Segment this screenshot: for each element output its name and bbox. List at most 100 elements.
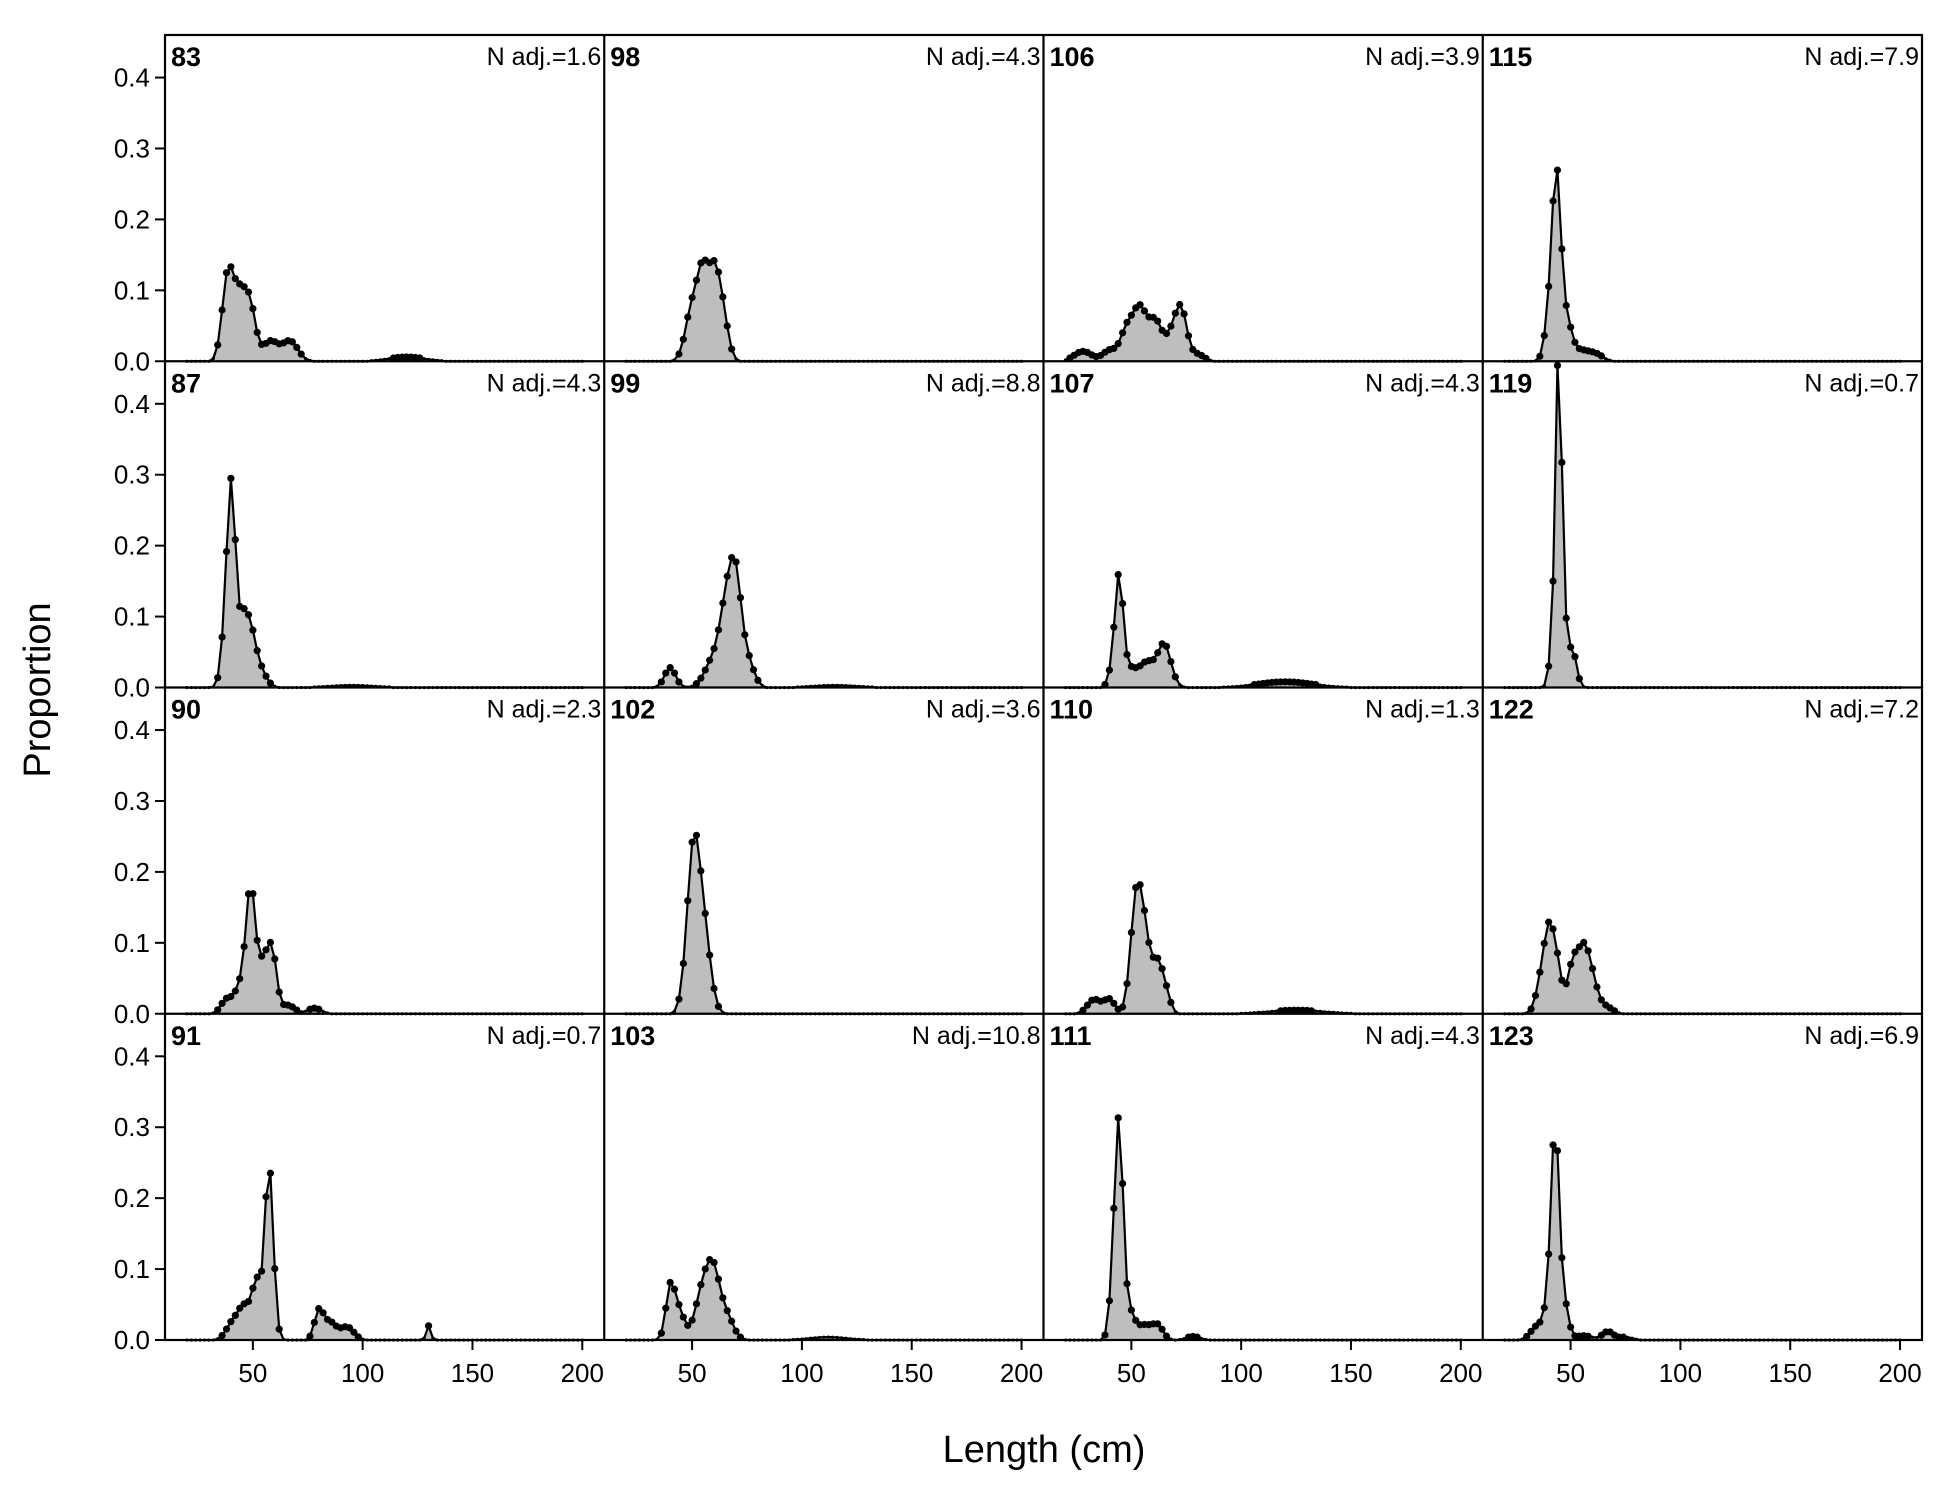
data-point — [218, 306, 226, 314]
panel-title: 119 — [1489, 368, 1533, 398]
data-point — [1549, 925, 1557, 933]
data-point — [714, 268, 723, 276]
data-point — [299, 1010, 303, 1014]
data-point — [218, 999, 226, 1007]
data-point — [728, 1317, 736, 1325]
data-point — [1626, 1335, 1630, 1339]
data-point — [236, 975, 244, 983]
panel-area — [1065, 574, 1461, 688]
data-point — [662, 1304, 670, 1312]
data-point — [1162, 642, 1171, 650]
panel-title: 90 — [171, 695, 201, 725]
data-point — [1562, 301, 1570, 310]
data-point — [710, 257, 718, 265]
panel-91: 91 N adj.=0.7 — [171, 1021, 601, 1342]
panel-n-adj: N adj.=0.7 — [1804, 369, 1919, 397]
data-point — [1154, 1320, 1162, 1328]
data-point — [258, 952, 266, 960]
data-point — [1136, 881, 1144, 889]
data-point — [258, 662, 266, 670]
data-point — [1523, 1332, 1531, 1341]
data-point — [1597, 996, 1605, 1004]
panel-n-adj: N adj.=8.8 — [926, 369, 1041, 397]
data-point — [732, 1327, 740, 1335]
x-tick-label: 100 — [1659, 1358, 1702, 1388]
data-point — [1595, 1335, 1599, 1340]
panel-n-adj: N adj.=6.9 — [1804, 1022, 1919, 1050]
data-point — [1545, 662, 1553, 670]
data-point — [1140, 906, 1149, 915]
data-point — [692, 680, 701, 688]
data-point — [1593, 983, 1601, 991]
panel-99: 99 N adj.=8.8 — [610, 368, 1041, 690]
data-point — [710, 984, 718, 993]
series-line — [1065, 882, 1461, 1015]
y-tick-label: 0.3 — [114, 460, 150, 490]
data-point — [714, 1002, 723, 1010]
panel-title: 99 — [610, 368, 640, 398]
panel-title: 106 — [1050, 42, 1095, 72]
data-point — [288, 338, 296, 346]
data-point — [732, 558, 740, 566]
y-tick-label: 0.0 — [114, 999, 150, 1029]
data-point — [692, 1300, 701, 1308]
data-point — [1202, 354, 1210, 362]
data-point — [1307, 1007, 1315, 1015]
panel-n-adj: N adj.=3.6 — [926, 696, 1041, 724]
data-point — [271, 1264, 279, 1273]
data-point — [1123, 980, 1131, 988]
data-point — [817, 1335, 822, 1340]
data-point — [1549, 197, 1557, 205]
data-point — [1571, 653, 1579, 661]
data-point — [1110, 623, 1118, 631]
data-point — [1119, 329, 1127, 337]
data-point — [736, 594, 745, 602]
panel-98: 98 N adj.=4.3 — [610, 42, 1041, 363]
data-point — [1101, 1331, 1109, 1339]
data-point — [1270, 1009, 1274, 1013]
data-point — [1176, 300, 1184, 309]
data-point — [343, 683, 347, 688]
panel-grid: 83 N adj.=1.6 98 N adj.=4.3 106 N adj.=3.9 115… — [171, 42, 1919, 1342]
data-point — [835, 683, 839, 687]
data-point — [214, 674, 222, 682]
panel-107: 107 N adj.=4.3 — [1050, 368, 1480, 690]
data-point — [692, 831, 701, 839]
x-tick-label: 150 — [1769, 1358, 1812, 1388]
data-point — [697, 867, 705, 875]
data-point — [425, 1322, 433, 1330]
data-point — [692, 276, 701, 284]
data-point — [679, 1313, 687, 1321]
data-point — [1162, 982, 1171, 990]
data-point — [1105, 1297, 1113, 1305]
panel-90: 90 N adj.=2.3 — [171, 695, 601, 1016]
data-point — [1553, 949, 1562, 957]
data-point — [231, 987, 239, 995]
y-tick-label: 0.3 — [114, 133, 150, 163]
data-point — [387, 357, 391, 361]
data-point — [1545, 1250, 1553, 1258]
data-point — [1588, 965, 1597, 973]
data-point — [356, 683, 360, 688]
data-point — [244, 611, 253, 619]
data-point — [293, 343, 301, 351]
data-point — [1110, 999, 1118, 1007]
data-point — [427, 357, 431, 361]
data-point — [1154, 317, 1162, 325]
data-point — [1610, 1007, 1619, 1015]
x-tick-label: 100 — [1219, 1358, 1262, 1388]
y-tick-label: 0.1 — [114, 275, 150, 305]
data-point — [271, 955, 279, 963]
data-point — [249, 305, 257, 313]
chart-frame — [163, 33, 1924, 1342]
data-point — [293, 1006, 301, 1014]
data-point — [710, 644, 718, 653]
data-point — [1178, 683, 1182, 687]
data-point — [1154, 649, 1162, 657]
x-tick-label: 50 — [1117, 1358, 1146, 1388]
x-tick-label: 200 — [1439, 1358, 1482, 1388]
panel-title: 98 — [610, 42, 640, 72]
data-point — [1527, 1327, 1535, 1335]
data-point — [297, 350, 305, 358]
panel-area — [626, 557, 1022, 688]
